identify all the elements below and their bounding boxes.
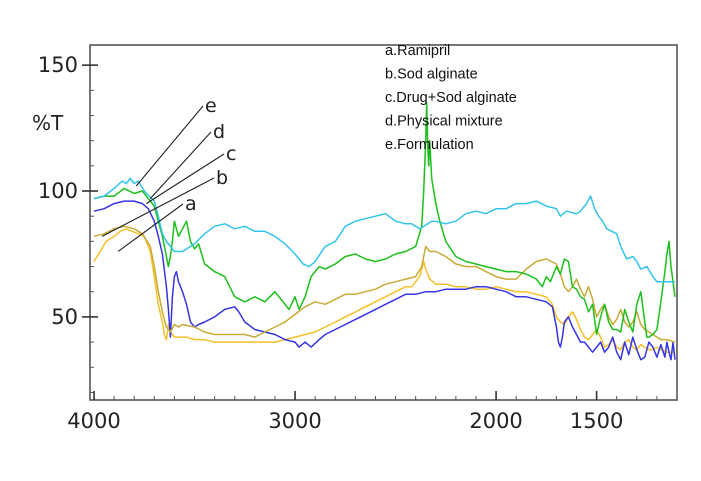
- curve-label-a: a: [185, 193, 197, 215]
- legend-entry: b.Sod alginate: [385, 67, 478, 83]
- series-line-d: [93, 102, 676, 338]
- curve-label-d: d: [213, 121, 225, 143]
- pointer-line-c: [145, 153, 225, 205]
- y-tick-label: 50: [51, 305, 78, 329]
- curve-label-e: e: [205, 95, 217, 117]
- series-layer: [93, 102, 676, 361]
- pointer-line-a: [117, 203, 184, 252]
- series-line-e: [93, 177, 675, 283]
- legend-entry: c.Drug+Sod alginate: [385, 90, 517, 106]
- legend-entry: a.Ramipril: [385, 43, 450, 59]
- series-line-b: [93, 200, 676, 361]
- pointer-line-d: [149, 131, 212, 199]
- x-tick-label: 4000: [67, 409, 120, 433]
- pointer-line-b: [101, 177, 215, 237]
- x-tick-label: 1500: [570, 409, 623, 433]
- y-tick-label: 100: [38, 179, 78, 203]
- curve-label-b: b: [216, 167, 228, 189]
- x-tick-label: 3000: [268, 409, 321, 433]
- x-tick-label: 2000: [469, 409, 522, 433]
- pointer-line-e: [135, 105, 204, 187]
- series-line-c: [93, 225, 676, 343]
- legend-entry: e.Formulation: [385, 137, 474, 153]
- legend: a.Ramipril b.Sod alginate c.Drug+Sod algin…: [385, 43, 517, 153]
- y-tick-label: 150: [38, 53, 78, 77]
- x-axis: 4000 3000 2000 1500: [67, 391, 623, 433]
- pointer-lines: [101, 105, 225, 252]
- curve-label-c: c: [226, 143, 236, 165]
- series-line-a: [93, 228, 675, 353]
- plot-frame: [89, 44, 678, 401]
- legend-entry: d.Physical mixture: [385, 114, 503, 130]
- y-axis-title: %T: [32, 111, 64, 135]
- y-axis: 150 100 50: [38, 53, 98, 329]
